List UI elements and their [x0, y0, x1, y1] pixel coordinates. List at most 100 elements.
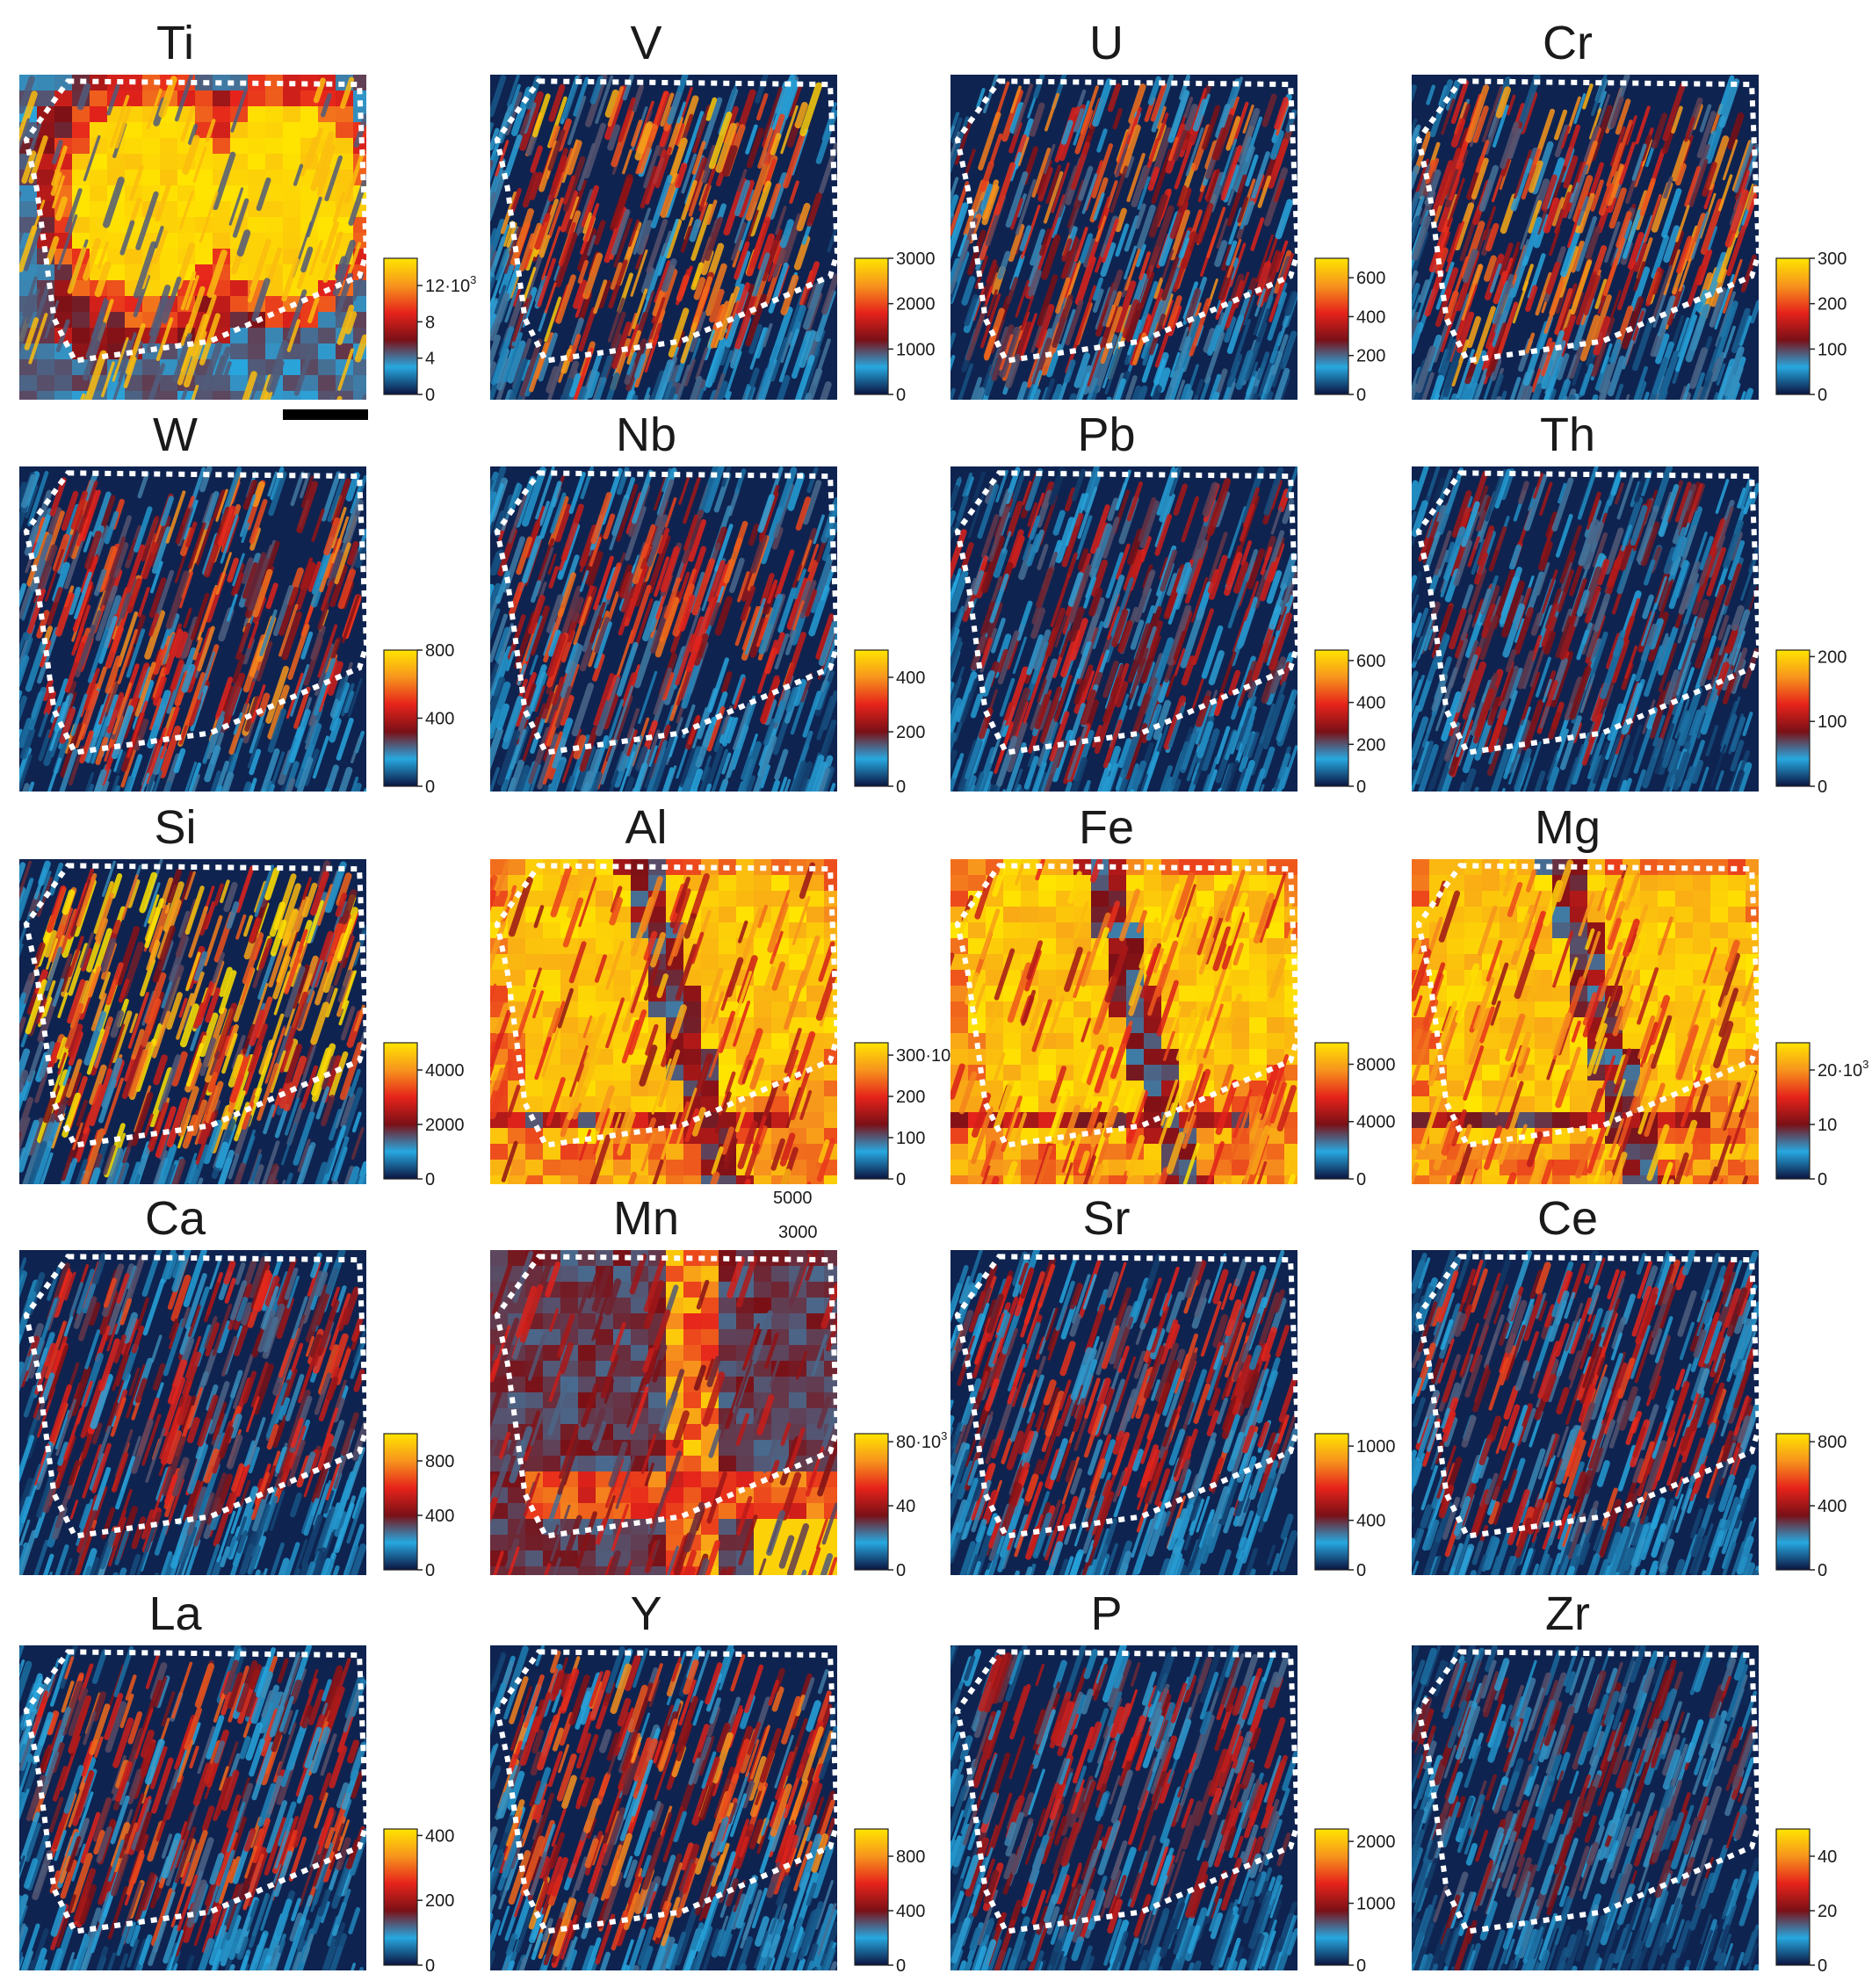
panel-title: Zr: [1545, 1587, 1590, 1640]
panel-title: Al: [625, 801, 667, 854]
colorbar-tick-label: 0: [425, 386, 435, 405]
heatmap-image: [490, 1645, 837, 1970]
panel-title: Mg: [1535, 801, 1601, 854]
colorbar-tick-label: 100: [896, 1129, 925, 1148]
heatmap-image: [1412, 1250, 1759, 1575]
colorbar-tick-label: 0: [1356, 386, 1366, 405]
grain-boundary: [23, 863, 370, 1148]
panel-title: P: [1090, 1587, 1122, 1640]
colorbar: 0 4000 8000: [1314, 1042, 1396, 1189]
panel-la: La 0 200 400: [19, 1587, 454, 1976]
heatmap-image: [1412, 1645, 1759, 1970]
colorbar-tick-label: 600: [1356, 269, 1385, 288]
colorbar: 0 20 40: [1775, 1828, 1837, 1976]
heatmap-image: [19, 859, 366, 1184]
colorbar-tick-label: 80·103: [896, 1429, 947, 1452]
colorbar-tick-label: 1000: [1356, 1895, 1396, 1914]
grain-boundary: [23, 1254, 370, 1539]
grain-boundary: [1415, 470, 1762, 755]
panel-nb: Nb 0 200 400: [490, 408, 925, 797]
colorbar-tick-label: 200: [1818, 295, 1847, 314]
colorbar-tick-label: 20·103: [1818, 1058, 1868, 1081]
panel-si: Si 0 2000 4000: [19, 801, 465, 1189]
grain-boundary: [954, 1254, 1301, 1539]
colorbar-tick-label: 300·103: [896, 1043, 958, 1066]
grain-boundary: [23, 470, 370, 755]
colorbar-tick-label: 400: [425, 710, 454, 729]
colorbar-tick-label: 0: [896, 1561, 906, 1580]
panel-y: Y 0 400 800: [490, 1587, 925, 1976]
colorbar-tick-label: 0: [1818, 777, 1827, 797]
colorbar-tick-label: 200: [896, 1088, 925, 1107]
colorbar: 0 400 800: [383, 641, 454, 797]
grain-boundary: [23, 78, 370, 364]
colorbar-tick-label: 4: [425, 350, 435, 369]
colorbar-tick-label: 2000: [1356, 1833, 1396, 1852]
heatmap-image: [950, 859, 1297, 1184]
colorbar-tick-label: 800: [896, 1847, 925, 1867]
stray-label: 5000: [773, 1189, 813, 1208]
colorbar: 0 400 800: [854, 1828, 925, 1976]
grain-boundary: [954, 863, 1301, 1148]
colorbar-tick-label: 4000: [1356, 1113, 1396, 1132]
grain-boundary: [494, 1649, 841, 1934]
colorbar-tick-label: 0: [425, 1561, 435, 1580]
grain-boundary: [494, 470, 841, 755]
heatmap-image: [19, 466, 366, 792]
colorbar: 0 200 400: [854, 649, 925, 797]
colorbar-tick-label: 600: [1356, 652, 1385, 671]
colorbar-tick-label: 1000: [896, 340, 936, 359]
colorbar-tick-label: 40: [1818, 1847, 1837, 1867]
heatmap-image: [950, 466, 1297, 792]
grain-boundary: [954, 470, 1301, 755]
colorbar-tick-label: 2000: [896, 295, 936, 314]
colorbar-tick-label: 800: [1818, 1433, 1847, 1452]
grain-boundary: [23, 1649, 370, 1934]
colorbar-tick-label: 0: [896, 777, 906, 797]
stray-label: 3000: [778, 1223, 818, 1242]
colorbar-tick-label: 400: [1356, 694, 1385, 713]
panel-title: Mn: [613, 1192, 679, 1245]
colorbar: 0 4 8 12·103: [383, 257, 476, 405]
heatmap-image: [490, 859, 837, 1184]
colorbar: 0 400 1000: [1314, 1433, 1396, 1580]
panel-sr: Sr 0 400 1000: [950, 1192, 1396, 1580]
colorbar-tick-label: 12·103: [425, 273, 476, 296]
panel-title: W: [153, 408, 198, 461]
colorbar-tick-label: 0: [1356, 1956, 1366, 1976]
colorbar: 0 1000 2000: [1314, 1828, 1396, 1976]
colorbar-tick-label: 3000: [896, 249, 936, 269]
heatmap-image: [950, 1250, 1297, 1575]
grain-boundary: [494, 1254, 841, 1539]
panel-ca: Ca 0 400 800: [19, 1192, 454, 1580]
colorbar-tick-label: 800: [425, 1452, 454, 1471]
panel-al: Al 0 100 200 300·103: [490, 801, 958, 1189]
colorbar-tick-label: 100: [1818, 340, 1847, 359]
heatmap-image: [950, 75, 1297, 400]
colorbar: 0 1000 2000 3000: [854, 249, 936, 405]
colorbar: 0 100 200: [1775, 647, 1847, 797]
panel-title: Si: [154, 801, 196, 854]
heatmap-image: [490, 75, 837, 400]
panel-w: W 0 400 800: [19, 408, 454, 797]
panel-mn: Mn 0 40 80·103: [490, 1192, 947, 1580]
colorbar-tick-label: 0: [425, 1956, 435, 1976]
colorbar-tick-label: 0: [425, 1170, 435, 1189]
figure-extras: 5000 3000: [283, 409, 818, 1242]
heatmap-image: [490, 466, 837, 792]
colorbar: 0 200 400: [383, 1826, 454, 1976]
heatmap-image: [1412, 75, 1759, 400]
colorbar-tick-label: 200: [1818, 647, 1847, 667]
panel-pb: Pb 0 200 400 600: [950, 408, 1385, 797]
grain-boundary: [1415, 1649, 1762, 1934]
colorbar-tick-label: 200: [1356, 347, 1385, 366]
colorbar: 0 2000 4000: [383, 1042, 465, 1189]
colorbar: 0 10 20·103: [1775, 1042, 1868, 1189]
colorbar-tick-label: 20: [1818, 1902, 1837, 1921]
heatmap-image: [950, 1645, 1297, 1970]
panel-title: U: [1089, 17, 1124, 69]
colorbar-tick-label: 0: [1818, 1170, 1827, 1189]
colorbar-tick-label: 0: [1818, 1561, 1827, 1580]
grain-boundary: [1415, 863, 1762, 1148]
